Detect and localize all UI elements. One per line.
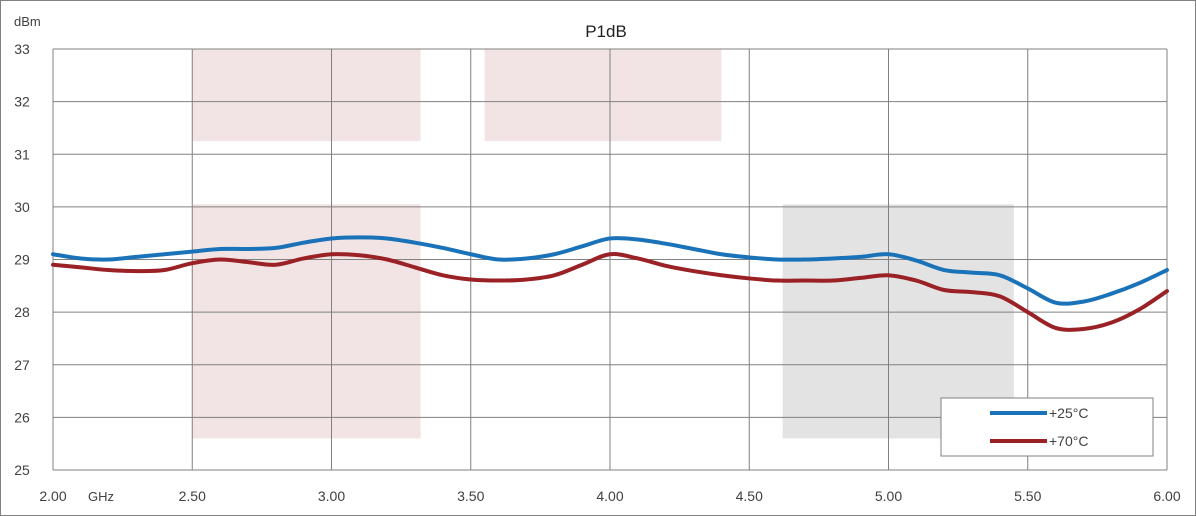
y-tick-label: 28: [14, 304, 30, 320]
y-tick-label: 32: [14, 94, 30, 110]
x-tick-label: 3.50: [457, 488, 484, 504]
series-lines: [51, 235, 1169, 332]
y-tick-label: 33: [14, 41, 30, 57]
y-tick-label: 27: [14, 357, 30, 373]
series-line-1: [51, 252, 1169, 332]
y-tick-label: 25: [14, 462, 30, 478]
x-tick-label: 6.00: [1153, 488, 1180, 504]
x-tick-label: 2.00: [39, 488, 66, 504]
x-tick-label: 4.50: [736, 488, 763, 504]
legend: +25°C +70°C: [940, 397, 1154, 457]
x-tick-label: 4.00: [596, 488, 623, 504]
y-axis-unit: dBm: [14, 14, 41, 29]
y-tick-label: 31: [14, 146, 30, 162]
tick-labels: 2.00 2.50 3.00 3.50 4.00 4.50 5.00 5.50 6.00 25 26…: [14, 41, 1181, 504]
shaded-region-1: [484, 49, 722, 142]
x-axis-unit: GHz: [88, 489, 114, 504]
chart-title: P1dB: [585, 22, 627, 41]
y-tick-label: 30: [14, 199, 30, 215]
x-tick-label: 5.00: [875, 488, 902, 504]
x-tick-label: 3.00: [318, 488, 345, 504]
y-tick-label: 29: [14, 252, 30, 268]
legend-label-25c: +25°C: [1049, 405, 1088, 421]
x-tick-label: 2.50: [179, 488, 206, 504]
shaded-regions: [192, 49, 1014, 439]
legend-label-70c: +70°C: [1049, 433, 1088, 449]
series-line-0: [51, 235, 1169, 306]
y-tick-label: 26: [14, 409, 30, 425]
x-tick-label: 5.50: [1014, 488, 1041, 504]
legend-box: [940, 397, 1154, 457]
shaded-region-0: [192, 49, 421, 142]
grid: [52, 48, 1168, 471]
